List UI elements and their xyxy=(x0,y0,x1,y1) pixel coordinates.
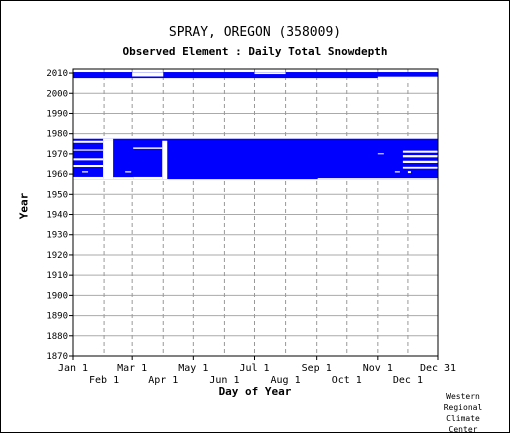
x-tick-label: Sep 1 xyxy=(302,363,332,374)
credit-text: Western Regional Climate Center xyxy=(433,391,493,433)
y-tick-label: 1990 xyxy=(46,109,68,119)
y-tick-label: 1890 xyxy=(46,312,68,322)
y-tick-label: 1880 xyxy=(46,332,68,342)
data-gap xyxy=(402,160,438,163)
y-tick-label: 1960 xyxy=(46,170,68,180)
data-gap xyxy=(73,165,104,168)
data-gap xyxy=(394,171,400,173)
credit-line: Western xyxy=(446,392,480,401)
data-gap xyxy=(402,150,438,153)
data-gap xyxy=(407,171,411,174)
y-tick-label: 1940 xyxy=(46,211,68,221)
x-tick-label: Mar 1 xyxy=(117,363,147,374)
chart-subtitle: Observed Element : Daily Total Snowdepth xyxy=(122,45,388,58)
y-tick-label: 1910 xyxy=(46,271,68,281)
x-tick-label: Jan 1 xyxy=(58,363,88,374)
data-gap xyxy=(133,176,163,180)
y-tick-label: 1930 xyxy=(46,231,68,241)
credit-line: Climate xyxy=(446,414,480,423)
x-tick-label: May 1 xyxy=(178,363,208,374)
data-gap xyxy=(254,72,286,75)
data-gap xyxy=(402,166,438,169)
data-block xyxy=(73,138,438,180)
data-gap xyxy=(82,171,89,173)
x-tick-label: Jun 1 xyxy=(209,375,239,386)
y-tick-label: 1870 xyxy=(46,352,68,362)
x-tick-label: Nov 1 xyxy=(363,363,393,374)
data-gap xyxy=(73,149,104,151)
y-tick-label: 1980 xyxy=(46,130,68,140)
data-gap xyxy=(73,140,104,143)
data-gap xyxy=(377,76,438,80)
x-axis-label: Day of Year xyxy=(218,385,292,398)
credit-line: Regional xyxy=(443,403,483,412)
plot-border xyxy=(72,68,439,357)
data-gap xyxy=(132,72,164,77)
chart-title: SPRAY, OREGON (358009) xyxy=(168,25,342,40)
y-tick-label: 1900 xyxy=(46,291,68,301)
data-gap xyxy=(113,177,134,180)
data-gap xyxy=(73,158,104,161)
x-tick-label: Aug 1 xyxy=(271,375,301,386)
data-gap xyxy=(133,147,163,149)
y-axis-label: Year xyxy=(17,192,31,220)
data-gap xyxy=(402,155,438,158)
y-tick-label: 1970 xyxy=(46,150,68,160)
x-tick-label: Apr 1 xyxy=(148,375,178,386)
y-tick-label: 1950 xyxy=(46,190,68,200)
credit-line: Center xyxy=(448,425,478,433)
data-gap xyxy=(125,171,132,173)
data-gap xyxy=(377,153,384,155)
y-tick-label: 2010 xyxy=(46,69,68,79)
x-tick-label: Oct 1 xyxy=(332,375,362,386)
data-block xyxy=(73,72,438,79)
y-tick-label: 2000 xyxy=(46,89,68,99)
x-tick-label: Jul 1 xyxy=(239,363,269,374)
y-tick-label: 1920 xyxy=(46,251,68,261)
data-gap xyxy=(73,176,104,180)
x-tick-label: Feb 1 xyxy=(89,375,119,386)
data-gap xyxy=(103,138,114,141)
data-gap xyxy=(103,140,114,180)
data-gap xyxy=(317,178,438,180)
x-tick-label: Dec 1 xyxy=(393,375,423,386)
x-tick-label: Dec 31 xyxy=(420,363,456,374)
data-gap xyxy=(162,140,168,180)
